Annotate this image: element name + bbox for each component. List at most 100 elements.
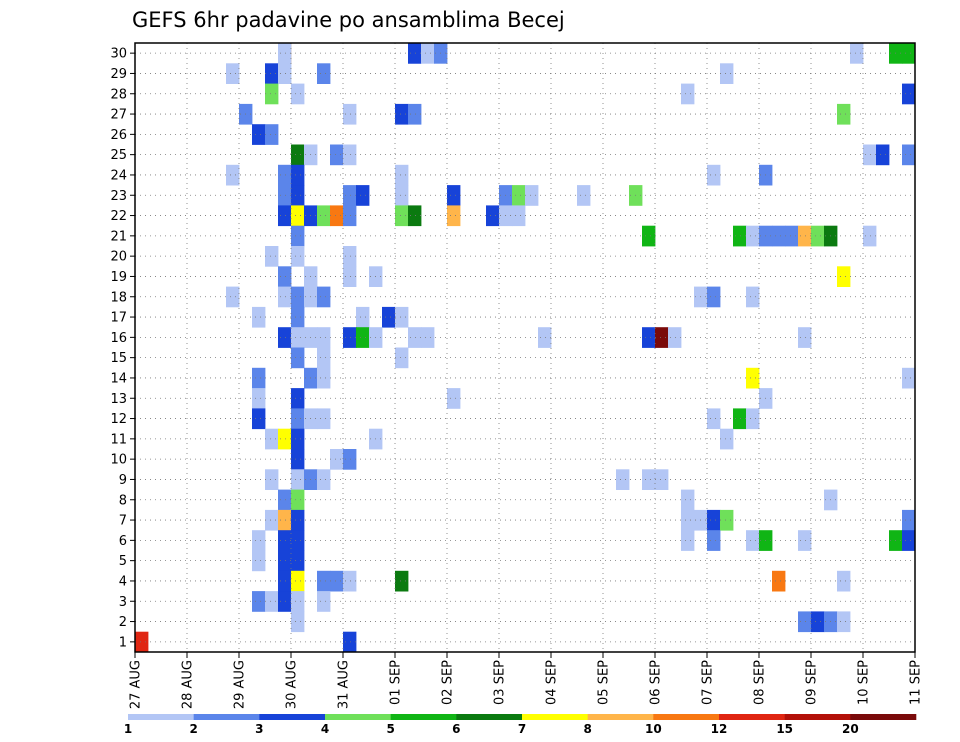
heatmap-cell [278, 591, 292, 612]
y-tick-label: 25 [110, 148, 127, 163]
x-tick-label: 28 AUG [181, 660, 196, 709]
heatmap-cell [291, 388, 305, 409]
heatmap-cell [343, 246, 357, 267]
legend-swatch [259, 714, 326, 720]
legend-swatch [522, 714, 588, 720]
y-tick-label: 26 [110, 128, 127, 143]
y-tick-label: 22 [110, 209, 127, 224]
heatmap-cell [317, 469, 331, 490]
heatmap-cell [772, 225, 786, 247]
plot-frame [134, 42, 916, 653]
heatmap-cell [291, 530, 305, 551]
heatmap-cell [135, 631, 149, 653]
heatmap-cell [538, 327, 552, 348]
legend-label: 4 [321, 722, 329, 736]
heatmap-cell [512, 205, 526, 227]
heatmap-cell [278, 164, 292, 186]
x-tick-label: 07 SEP [701, 660, 716, 705]
heatmap-cell [291, 164, 305, 186]
heatmap-cell [317, 327, 331, 348]
heatmap-cell [317, 286, 331, 308]
heatmap-cell [512, 185, 526, 206]
heatmap-cell [876, 144, 890, 166]
x-tick-label: 27 AUG [129, 660, 144, 709]
heatmap-cell [447, 205, 461, 227]
heatmap-cell [317, 347, 331, 369]
heatmap-cell [642, 225, 656, 247]
heatmap-cell [616, 469, 630, 490]
y-tick-label: 15 [110, 351, 127, 366]
y-tick-label: 20 [110, 250, 127, 265]
y-tick-label: 9 [119, 473, 127, 488]
heatmap-cell [902, 509, 916, 531]
heatmap-cell [252, 388, 266, 409]
heatmap-cell [798, 530, 812, 551]
y-tick-label: 1 [119, 635, 127, 650]
heatmap-cell [291, 489, 305, 511]
legend-swatch [390, 714, 457, 720]
heatmap-cell [291, 550, 305, 572]
heatmap-cell [356, 185, 370, 206]
chart-title: GEFS 6hr padavine po ansamblima Becej [132, 8, 565, 32]
y-tick-label: 17 [110, 311, 127, 326]
y-tick-label: 14 [110, 371, 127, 386]
heatmap-cell [278, 509, 292, 531]
heatmap-cell [395, 347, 409, 369]
heatmap-cell [265, 469, 279, 490]
y-tick-label: 18 [110, 290, 127, 305]
heatmap-cell [720, 63, 734, 84]
heatmap-cell [343, 631, 357, 653]
heatmap-cell [395, 185, 409, 206]
heatmap-cell [733, 408, 747, 430]
heatmap-cell [291, 611, 305, 633]
heatmap-cell [863, 225, 877, 247]
x-tick-label: 01 SEP [389, 660, 404, 705]
heatmap-cell [265, 63, 279, 84]
grid-lines [135, 43, 915, 652]
heatmap-cell [278, 266, 292, 287]
heatmap-cell [447, 388, 461, 409]
heatmap-cell [798, 327, 812, 348]
y-tick-label: 21 [110, 229, 127, 244]
y-tick-label: 27 [110, 108, 127, 123]
heatmap-cell [278, 205, 292, 227]
heatmap-cell [278, 63, 292, 84]
heatmap-cell [265, 124, 279, 145]
heatmap-cell [811, 225, 825, 247]
legend-swatch [850, 714, 917, 720]
heatmap-cell [395, 205, 409, 227]
legend-swatch [719, 714, 785, 720]
heatmap-cell [343, 449, 357, 470]
heatmap-cell [317, 570, 331, 592]
y-tick-label: 28 [110, 87, 127, 102]
heatmap-cell [655, 327, 669, 348]
heatmap-cell [291, 144, 305, 166]
y-tick-label: 8 [119, 493, 127, 508]
heatmap-cell [707, 286, 721, 308]
heatmap-cell [278, 185, 292, 206]
x-tick-label: 06 SEP [649, 660, 664, 705]
heatmap-cell [421, 327, 435, 348]
heatmap-cell [343, 327, 357, 348]
heatmap-cell [226, 286, 240, 308]
legend-label: 10 [645, 722, 662, 736]
heatmap-cell [252, 306, 266, 328]
heatmap-cell [278, 570, 292, 592]
y-tick-label: 11 [110, 432, 127, 447]
heatmap-cell [330, 570, 344, 592]
heatmap-cell [746, 408, 760, 430]
heatmap-cell [681, 509, 695, 531]
y-tick-label: 23 [110, 189, 127, 204]
legend-swatch [653, 714, 720, 720]
heatmap-cell [720, 428, 734, 450]
legend-swatch [456, 714, 523, 720]
heatmap-cell [395, 570, 409, 592]
heatmap-cell [655, 469, 669, 490]
heatmap-cell [343, 570, 357, 592]
heatmap-cell [278, 43, 292, 64]
heatmap-cell [291, 83, 305, 105]
heatmap-cell [291, 185, 305, 206]
heatmap-cell [291, 428, 305, 450]
heatmap-cell [330, 144, 344, 166]
y-tick-label: 12 [110, 412, 127, 427]
